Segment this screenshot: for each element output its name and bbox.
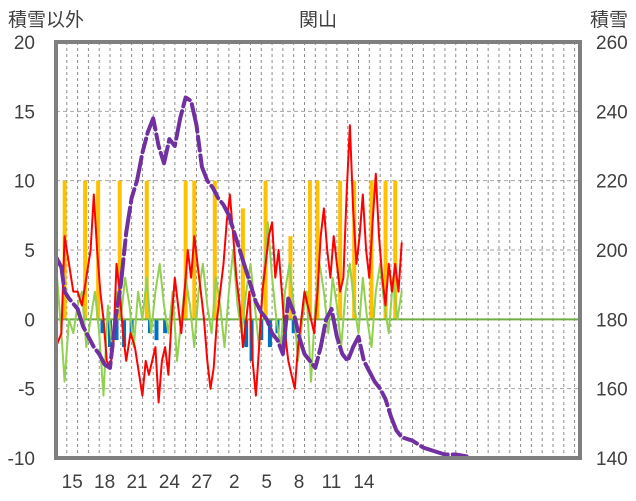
series-line-snow-depth <box>54 95 469 459</box>
x-tick-label: 24 <box>159 472 181 493</box>
x-tick-label: 5 <box>261 472 272 493</box>
left-tick-label: 0 <box>24 310 35 331</box>
snowfall-bar <box>117 180 122 320</box>
snowfall-bar <box>315 180 320 320</box>
negative-bar <box>114 319 119 341</box>
right-tick-label: 200 <box>596 241 628 262</box>
left-tick-label: 15 <box>14 102 35 123</box>
snowfall-bar <box>144 180 149 320</box>
negative-bar <box>154 319 159 341</box>
snowfall-bar <box>192 180 197 320</box>
left-axis-ticks: 20 15 10 5 0 -5 -10 <box>8 33 35 470</box>
x-tick-label: 14 <box>353 472 375 493</box>
left-tick-label: -10 <box>8 449 35 470</box>
x-tick-label: 27 <box>191 472 212 493</box>
snowfall-bar <box>96 180 101 320</box>
left-tick-label: 20 <box>14 33 35 54</box>
right-tick-label: 180 <box>596 310 628 331</box>
right-axis-title: 積雪 <box>590 9 628 31</box>
x-axis-ticks: 15 18 21 24 27 2 5 8 11 14 <box>62 472 375 493</box>
right-axis-ticks: 260 240 220 200 180 160 140 <box>596 33 628 470</box>
right-tick-label: 140 <box>596 449 628 470</box>
left-tick-label: 5 <box>24 241 35 262</box>
snowfall-bar <box>338 180 343 320</box>
snowfall-bar <box>393 180 398 320</box>
snowfall-bar <box>383 180 388 320</box>
snowfall-bar <box>307 180 312 320</box>
x-tick-label: 21 <box>126 472 147 493</box>
snowfall-bar <box>83 180 88 320</box>
negative-bar <box>100 319 105 334</box>
chart-title: 関山 <box>299 9 337 31</box>
x-tick-label: 8 <box>294 472 305 493</box>
negative-bar <box>267 319 272 348</box>
snowfall-bar <box>183 180 188 320</box>
left-tick-label: -5 <box>18 380 35 401</box>
left-axis-title: 積雪以外 <box>8 9 84 31</box>
x-tick-label: 2 <box>229 472 240 493</box>
right-tick-label: 220 <box>596 172 628 193</box>
plot-frame <box>54 40 582 460</box>
negative-bar <box>259 319 264 341</box>
right-tick-label: 260 <box>596 33 628 54</box>
snowfall-bar <box>352 180 357 320</box>
right-tick-label: 240 <box>596 102 628 123</box>
negative-bar <box>291 319 296 334</box>
x-tick-label: 18 <box>94 472 115 493</box>
snowfall-bar <box>212 180 217 320</box>
series-lines <box>54 95 469 459</box>
x-tick-label: 11 <box>322 472 342 493</box>
negative-bar <box>163 319 168 334</box>
negative-bar <box>122 319 127 348</box>
negative-bar <box>244 319 249 348</box>
right-tick-label: 160 <box>596 380 628 401</box>
left-tick-label: 10 <box>14 172 35 193</box>
x-tick-label: 15 <box>62 472 83 493</box>
